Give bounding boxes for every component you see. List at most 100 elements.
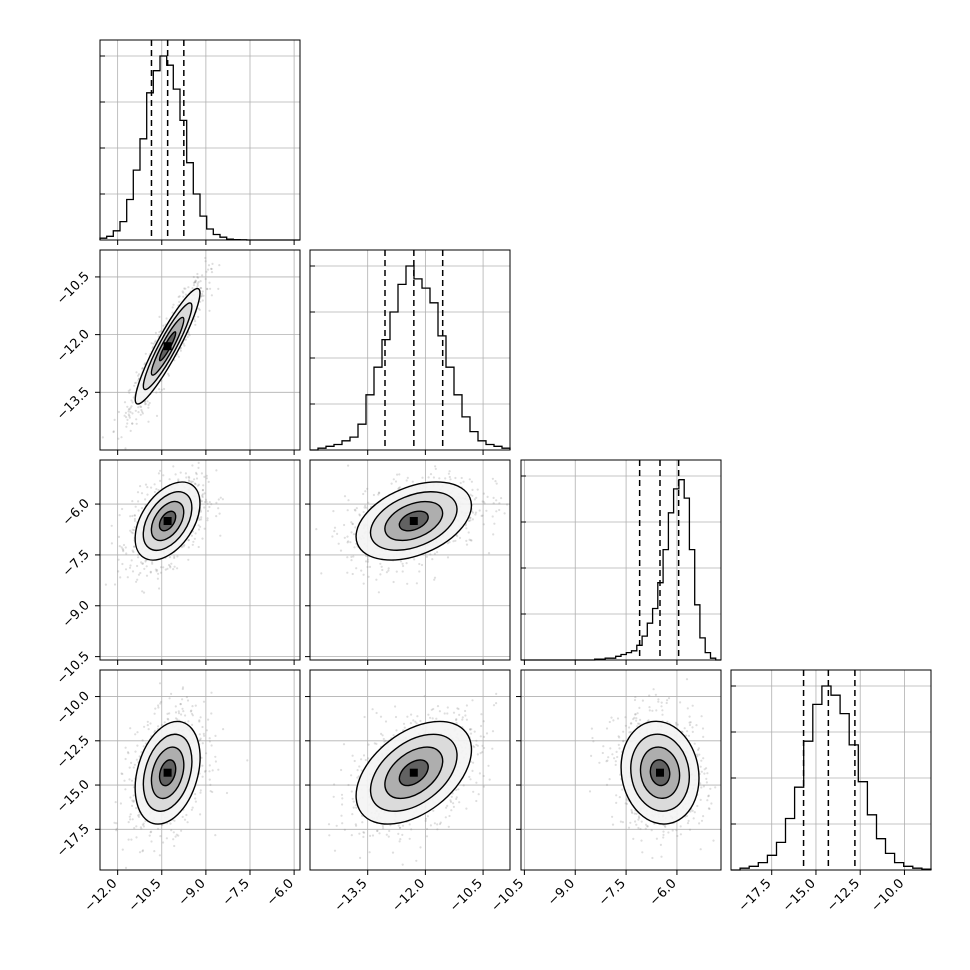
scatter-point [478,509,481,512]
scatter-point [639,827,642,831]
scatter-point [335,824,338,827]
scatter-point [482,774,485,778]
scatter-point [200,516,203,519]
scatter-point [137,411,140,414]
scatter-point [180,829,183,832]
scatter-point [485,509,488,512]
scatter-point [609,747,612,750]
scatter-point [351,797,354,800]
scatter-point [350,521,353,524]
scatter-point [120,546,123,549]
scatter-point [149,831,152,834]
scatter-point [200,295,203,298]
scatter-point [193,482,196,485]
scatter-point [162,474,165,477]
scatter-point [217,768,220,771]
scatter-point [350,774,353,777]
scatter-point [471,488,474,491]
scatter-point [457,788,460,791]
scatter-point [628,726,631,729]
scatter-point [184,714,187,717]
scatter-point [131,532,134,535]
scatter-point [696,804,699,808]
scatter-point [154,331,157,334]
scatter-point [127,389,130,392]
scatter-point [591,736,594,740]
scatter-point [358,832,361,835]
scatter-point [315,528,318,531]
scatter-point [372,493,375,497]
scatter-point [162,566,165,569]
scatter-point [122,548,125,552]
scatter-point [495,510,498,513]
scatter-point [190,712,194,715]
scatter-point [639,718,642,722]
scatter-point [371,708,374,711]
scatter-point [191,287,194,290]
scatter-point [353,508,356,511]
scatter-point [146,486,149,489]
scatter-point [169,565,172,568]
scatter-point [137,373,141,376]
scatter-point [201,775,204,778]
scatter-point [475,496,478,499]
scatter-point [113,583,117,586]
scatter-point [364,504,367,507]
scatter-point [194,704,197,707]
scatter-point [450,809,453,812]
scatter-point [194,793,197,796]
scatter-point [157,472,160,475]
scatter-point [170,829,173,832]
scatter-point [133,526,136,529]
scatter-point [351,523,354,526]
scatter-point [434,467,437,470]
scatter-point [191,464,194,467]
scatter-point [358,514,361,517]
scatter-point [182,295,185,298]
scatter-point [179,471,182,474]
scatter-point [139,405,142,408]
scatter-point [359,856,362,860]
scatter-point [173,555,176,558]
scatter-point [173,844,176,848]
scatter-point [153,483,156,486]
scatter-point [190,808,193,811]
scatter-point [402,564,405,568]
scatter-point [204,498,208,501]
scatter-point [157,725,160,728]
scatter-point [464,714,467,717]
scatter-point [476,753,479,756]
scatter-point [327,823,331,826]
scatter-point [124,746,127,749]
scatter-point [215,501,218,504]
scatter-point [218,264,221,267]
scatter-point [151,562,154,565]
scatter-point [695,724,698,727]
scatter-point [455,788,458,792]
scatter-point [197,524,200,527]
scatter-point [367,501,370,504]
scatter-point [429,716,432,719]
scatter-point [129,529,132,532]
scatter-point [148,401,151,405]
scatter-point [210,271,214,274]
scatter-point [474,511,478,514]
scatter-point [196,272,199,276]
scatter-point [492,533,495,536]
scatter-point [152,342,155,345]
scatter-point [129,429,132,432]
scatter-point [127,413,130,416]
scatter-point [135,422,138,425]
scatter-point [133,545,136,548]
scatter-point [201,290,204,293]
scatter-point [181,686,185,689]
scatter-point [133,514,136,517]
scatter-point [183,344,186,347]
scatter-point [131,422,134,425]
scatter-point [434,465,437,468]
scatter-point [191,705,194,708]
scatter-point [387,835,390,838]
scatter-point [364,560,368,563]
scatter-point [193,281,197,284]
scatter-point [456,535,459,538]
